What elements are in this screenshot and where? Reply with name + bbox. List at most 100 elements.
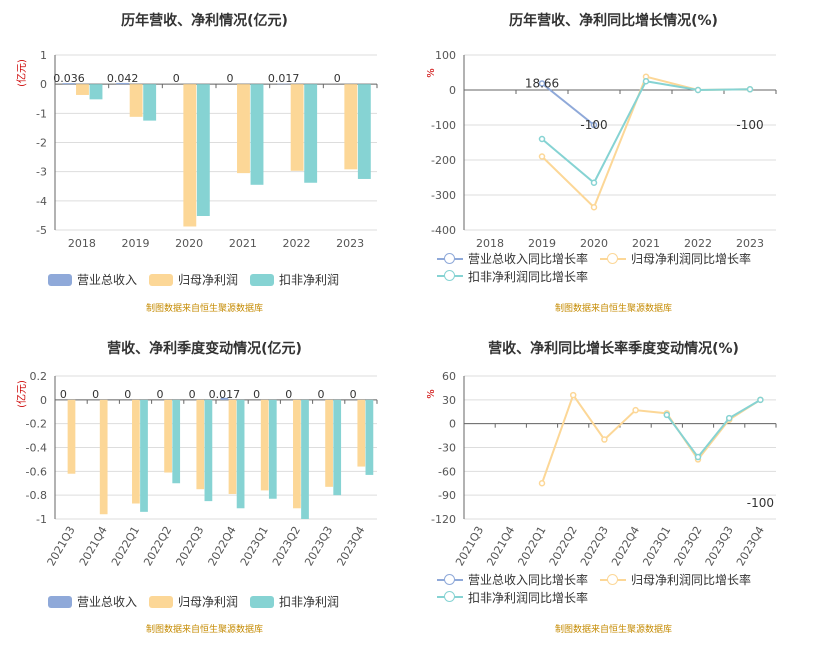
x-tick-label: 2023 <box>736 237 764 250</box>
data-label: 0 <box>253 388 260 401</box>
y-tick-label: 0 <box>449 418 456 431</box>
x-tick-label: 2022Q2 <box>141 524 174 568</box>
legend-item[interactable]: 归母净利润同比增长率 <box>600 250 751 267</box>
legend-label: 归母净利润 <box>178 595 239 609</box>
y-tick-label: -90 <box>438 489 456 502</box>
x-tick-label: 2021 <box>632 237 660 250</box>
data-point <box>663 411 671 419</box>
data-label: 0 <box>189 388 196 401</box>
data-label: 0.017 <box>209 388 241 401</box>
data-point <box>601 436 608 443</box>
legend-swatch <box>437 573 463 586</box>
y-tick-label: 0 <box>40 78 47 91</box>
quarterly-growth-panel: 营收、净利同比增长率季度变动情况(%) 60 30 0 -30 -60 -90 -120% 2… <box>409 328 818 657</box>
y-tick-label: 0 <box>40 394 47 407</box>
chart-title: 营收、净利同比增长率季度变动情况(%) <box>488 341 739 357</box>
x-tick-label: 2021Q3 <box>45 524 78 568</box>
legend-item[interactable]: 归母净利润 <box>149 593 238 610</box>
bar <box>268 399 277 499</box>
source-note: 制图数据来自恒生聚源数据库 <box>145 625 263 635</box>
bar <box>357 399 366 467</box>
data-point <box>569 391 577 399</box>
y-axis-unit-label: % <box>426 389 437 399</box>
legend-label: 扣非净利润同比增长率 <box>468 590 589 605</box>
legend-item[interactable]: 扣非净利润 <box>250 271 339 288</box>
x-tick-label: 2021 <box>229 237 257 250</box>
x-tick-label: 2023 <box>336 237 364 250</box>
x-tick-label: 2023Q2 <box>672 524 705 568</box>
data-label: 0 <box>60 388 67 401</box>
legend-item[interactable]: 营业总收入 <box>48 593 137 610</box>
y-tick-label: -100 <box>431 119 456 132</box>
data-label: -100 <box>747 496 774 510</box>
legend-item[interactable]: 归母净利润 <box>149 271 238 288</box>
legend-item[interactable]: 营业总收入同比增长率 <box>437 250 588 267</box>
legend: 营业总收入同比增长率 归母净利润同比增长率 扣非净利润同比增长率 <box>437 250 807 285</box>
y-tick-label: -4 <box>36 195 47 208</box>
legend-swatch <box>48 595 72 608</box>
x-tick-label: 2020 <box>175 237 203 250</box>
chart-title: 历年营收、净利同比增长情况(%) <box>509 13 718 29</box>
source-note: 制图数据来自恒生聚源数据库 <box>145 304 263 314</box>
legend-label: 归母净利润 <box>178 273 239 287</box>
legend-item[interactable]: 扣非净利润 <box>250 593 339 610</box>
legend-label: 营业总收入同比增长率 <box>468 573 589 587</box>
y-tick-label: -120 <box>431 513 456 526</box>
x-tick-label: 2022 <box>684 237 712 250</box>
legend-swatch <box>149 273 174 286</box>
bar <box>237 84 250 174</box>
y-tick-label: -1 <box>36 513 47 526</box>
y-tick-label: -300 <box>431 189 456 202</box>
data-label: 0.042 <box>107 72 139 85</box>
bar <box>140 399 148 512</box>
data-label: 0 <box>173 72 180 85</box>
data-point <box>694 86 702 94</box>
x-tick-label: 2018 <box>476 237 504 250</box>
bar <box>172 399 181 484</box>
data-label: 0 <box>226 72 233 85</box>
bar <box>129 84 143 117</box>
data-point <box>725 414 733 422</box>
y-tick-label: 0.2 <box>30 370 48 383</box>
legend-item[interactable]: 营业总收入同比增长率 <box>437 571 588 588</box>
legend: 营业总收入同比增长率 归母净利润同比增长率 扣非净利润同比增长率 <box>437 571 807 606</box>
data-point <box>757 396 764 404</box>
legend-label: 营业总收入 <box>77 595 138 609</box>
legend-item[interactable]: 归母净利润同比增长率 <box>600 571 751 588</box>
x-tick-label: 2018 <box>68 237 96 250</box>
x-tick-label: 2022Q4 <box>206 524 239 568</box>
chart-title: 营收、净利季度变动情况(亿元) <box>107 341 302 357</box>
data-label: 0 <box>285 388 292 401</box>
bar <box>183 84 197 227</box>
data-label: 0.017 <box>268 72 300 85</box>
bar <box>228 399 237 494</box>
series-line <box>541 82 595 126</box>
x-tick-label: 2023Q4 <box>334 524 367 568</box>
bar <box>164 399 172 473</box>
legend-item[interactable]: 扣非净利润同比增长率 <box>437 268 588 285</box>
bar <box>196 399 205 490</box>
y-tick-label: -0.4 <box>26 442 47 455</box>
legend-item[interactable]: 营业总收入 <box>48 271 137 288</box>
x-tick-label: 2019 <box>122 237 150 250</box>
bar <box>304 84 318 183</box>
data-point <box>538 80 546 87</box>
data-point <box>538 480 546 487</box>
legend-swatch <box>600 573 627 586</box>
data-label: 0.036 <box>53 72 85 85</box>
y-tick-label: -3 <box>36 166 47 179</box>
legend-label: 营业总收入 <box>77 273 138 287</box>
data-point <box>538 153 546 160</box>
bar <box>357 84 371 179</box>
annual-growth-panel: 历年营收、净利同比增长情况(%) 100 0 -100 -200 -300 -400% 20… <box>409 0 818 328</box>
y-tick-label: -2 <box>36 137 47 150</box>
bar <box>301 399 309 519</box>
bar <box>236 399 245 509</box>
bar <box>62 83 76 85</box>
x-tick-label: 2019 <box>528 237 556 250</box>
legend-label: 营业总收入同比增长率 <box>468 252 589 266</box>
legend-swatch <box>48 273 72 286</box>
y-tick-label: -30 <box>438 442 456 455</box>
legend-item[interactable]: 扣非净利润同比增长率 <box>437 589 588 606</box>
x-tick-label: 2022Q3 <box>173 524 206 568</box>
